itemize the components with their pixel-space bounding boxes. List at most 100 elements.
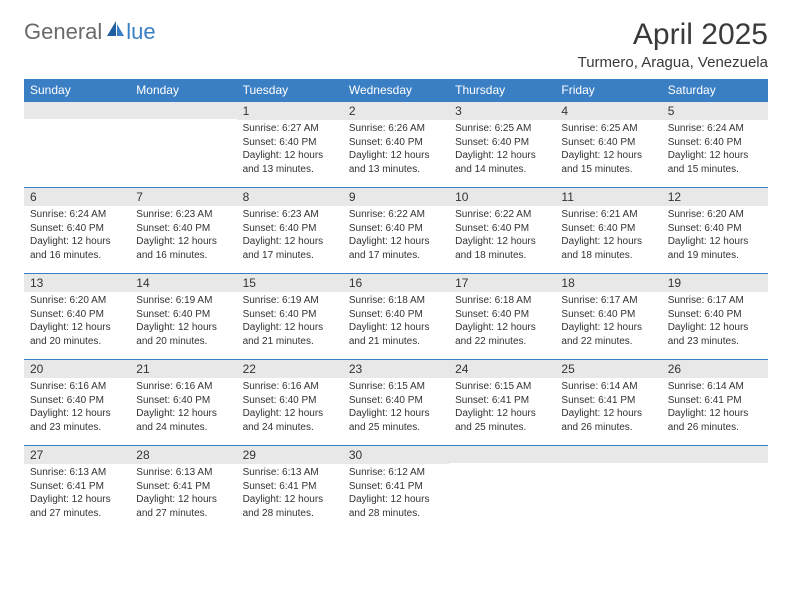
day-number: 23 xyxy=(343,359,449,378)
day-content: Sunrise: 6:19 AMSunset: 6:40 PMDaylight:… xyxy=(237,292,343,352)
calendar-cell: 27Sunrise: 6:13 AMSunset: 6:41 PMDayligh… xyxy=(24,445,130,531)
day-content: Sunrise: 6:18 AMSunset: 6:40 PMDaylight:… xyxy=(343,292,449,352)
logo: General lue xyxy=(24,18,156,45)
sail-icon xyxy=(104,18,126,45)
header: General lue April 2025 Turmero, Aragua, … xyxy=(24,18,768,71)
day-content: Sunrise: 6:20 AMSunset: 6:40 PMDaylight:… xyxy=(24,292,130,352)
calendar-cell: 12Sunrise: 6:20 AMSunset: 6:40 PMDayligh… xyxy=(662,187,768,273)
day-content: Sunrise: 6:23 AMSunset: 6:40 PMDaylight:… xyxy=(130,206,236,266)
empty-day xyxy=(555,445,661,463)
calendar-cell: 29Sunrise: 6:13 AMSunset: 6:41 PMDayligh… xyxy=(237,445,343,531)
calendar-cell: 28Sunrise: 6:13 AMSunset: 6:41 PMDayligh… xyxy=(130,445,236,531)
day-number: 28 xyxy=(130,445,236,464)
day-content: Sunrise: 6:18 AMSunset: 6:40 PMDaylight:… xyxy=(449,292,555,352)
calendar-cell: 11Sunrise: 6:21 AMSunset: 6:40 PMDayligh… xyxy=(555,187,661,273)
day-content: Sunrise: 6:16 AMSunset: 6:40 PMDaylight:… xyxy=(237,378,343,438)
day-number: 25 xyxy=(555,359,661,378)
weekday-header: Saturday xyxy=(662,79,768,101)
weekday-header: Sunday xyxy=(24,79,130,101)
calendar-cell: 17Sunrise: 6:18 AMSunset: 6:40 PMDayligh… xyxy=(449,273,555,359)
day-number: 18 xyxy=(555,273,661,292)
calendar-cell: 18Sunrise: 6:17 AMSunset: 6:40 PMDayligh… xyxy=(555,273,661,359)
calendar-cell: 6Sunrise: 6:24 AMSunset: 6:40 PMDaylight… xyxy=(24,187,130,273)
calendar-cell: 30Sunrise: 6:12 AMSunset: 6:41 PMDayligh… xyxy=(343,445,449,531)
calendar-cell: 9Sunrise: 6:22 AMSunset: 6:40 PMDaylight… xyxy=(343,187,449,273)
calendar-cell: 20Sunrise: 6:16 AMSunset: 6:40 PMDayligh… xyxy=(24,359,130,445)
empty-day xyxy=(24,101,130,119)
empty-day xyxy=(130,101,236,119)
day-number: 8 xyxy=(237,187,343,206)
day-number: 30 xyxy=(343,445,449,464)
day-content: Sunrise: 6:21 AMSunset: 6:40 PMDaylight:… xyxy=(555,206,661,266)
calendar-cell: 25Sunrise: 6:14 AMSunset: 6:41 PMDayligh… xyxy=(555,359,661,445)
day-number: 5 xyxy=(662,101,768,120)
calendar-body: 1Sunrise: 6:27 AMSunset: 6:40 PMDaylight… xyxy=(24,101,768,531)
day-content: Sunrise: 6:13 AMSunset: 6:41 PMDaylight:… xyxy=(24,464,130,524)
calendar-cell: 2Sunrise: 6:26 AMSunset: 6:40 PMDaylight… xyxy=(343,101,449,187)
day-content: Sunrise: 6:27 AMSunset: 6:40 PMDaylight:… xyxy=(237,120,343,180)
day-content: Sunrise: 6:13 AMSunset: 6:41 PMDaylight:… xyxy=(130,464,236,524)
day-number: 24 xyxy=(449,359,555,378)
day-number: 21 xyxy=(130,359,236,378)
calendar-cell: 16Sunrise: 6:18 AMSunset: 6:40 PMDayligh… xyxy=(343,273,449,359)
empty-day xyxy=(449,445,555,463)
weekday-header: Thursday xyxy=(449,79,555,101)
day-number: 16 xyxy=(343,273,449,292)
calendar-cell: 15Sunrise: 6:19 AMSunset: 6:40 PMDayligh… xyxy=(237,273,343,359)
title-block: April 2025 Turmero, Aragua, Venezuela xyxy=(578,18,768,71)
day-content: Sunrise: 6:14 AMSunset: 6:41 PMDaylight:… xyxy=(555,378,661,438)
day-content: Sunrise: 6:15 AMSunset: 6:40 PMDaylight:… xyxy=(343,378,449,438)
day-number: 9 xyxy=(343,187,449,206)
calendar-table: SundayMondayTuesdayWednesdayThursdayFrid… xyxy=(24,79,768,531)
month-title: April 2025 xyxy=(578,18,768,52)
calendar-cell: 22Sunrise: 6:16 AMSunset: 6:40 PMDayligh… xyxy=(237,359,343,445)
day-number: 7 xyxy=(130,187,236,206)
day-number: 4 xyxy=(555,101,661,120)
logo-text-general: General xyxy=(24,19,102,45)
day-content: Sunrise: 6:24 AMSunset: 6:40 PMDaylight:… xyxy=(24,206,130,266)
calendar-cell: 7Sunrise: 6:23 AMSunset: 6:40 PMDaylight… xyxy=(130,187,236,273)
calendar-cell: 13Sunrise: 6:20 AMSunset: 6:40 PMDayligh… xyxy=(24,273,130,359)
day-number: 11 xyxy=(555,187,661,206)
day-number: 19 xyxy=(662,273,768,292)
calendar-cell: 21Sunrise: 6:16 AMSunset: 6:40 PMDayligh… xyxy=(130,359,236,445)
day-number: 17 xyxy=(449,273,555,292)
day-number: 20 xyxy=(24,359,130,378)
weekday-header: Friday xyxy=(555,79,661,101)
day-content: Sunrise: 6:16 AMSunset: 6:40 PMDaylight:… xyxy=(130,378,236,438)
calendar-cell xyxy=(449,445,555,531)
day-content: Sunrise: 6:25 AMSunset: 6:40 PMDaylight:… xyxy=(555,120,661,180)
day-number: 29 xyxy=(237,445,343,464)
day-content: Sunrise: 6:24 AMSunset: 6:40 PMDaylight:… xyxy=(662,120,768,180)
day-number: 22 xyxy=(237,359,343,378)
calendar-cell xyxy=(662,445,768,531)
day-content: Sunrise: 6:23 AMSunset: 6:40 PMDaylight:… xyxy=(237,206,343,266)
day-number: 10 xyxy=(449,187,555,206)
day-number: 1 xyxy=(237,101,343,120)
calendar-cell: 23Sunrise: 6:15 AMSunset: 6:40 PMDayligh… xyxy=(343,359,449,445)
day-content: Sunrise: 6:14 AMSunset: 6:41 PMDaylight:… xyxy=(662,378,768,438)
day-number: 27 xyxy=(24,445,130,464)
logo-text-blue: lue xyxy=(126,19,155,45)
calendar-cell xyxy=(24,101,130,187)
calendar-cell: 1Sunrise: 6:27 AMSunset: 6:40 PMDaylight… xyxy=(237,101,343,187)
day-number: 26 xyxy=(662,359,768,378)
calendar-cell: 5Sunrise: 6:24 AMSunset: 6:40 PMDaylight… xyxy=(662,101,768,187)
calendar-cell: 26Sunrise: 6:14 AMSunset: 6:41 PMDayligh… xyxy=(662,359,768,445)
day-content: Sunrise: 6:15 AMSunset: 6:41 PMDaylight:… xyxy=(449,378,555,438)
day-number: 3 xyxy=(449,101,555,120)
day-content: Sunrise: 6:26 AMSunset: 6:40 PMDaylight:… xyxy=(343,120,449,180)
day-content: Sunrise: 6:22 AMSunset: 6:40 PMDaylight:… xyxy=(343,206,449,266)
empty-day xyxy=(662,445,768,463)
day-number: 14 xyxy=(130,273,236,292)
day-content: Sunrise: 6:12 AMSunset: 6:41 PMDaylight:… xyxy=(343,464,449,524)
day-content: Sunrise: 6:17 AMSunset: 6:40 PMDaylight:… xyxy=(555,292,661,352)
day-content: Sunrise: 6:13 AMSunset: 6:41 PMDaylight:… xyxy=(237,464,343,524)
day-content: Sunrise: 6:16 AMSunset: 6:40 PMDaylight:… xyxy=(24,378,130,438)
weekday-header: Tuesday xyxy=(237,79,343,101)
calendar-cell: 24Sunrise: 6:15 AMSunset: 6:41 PMDayligh… xyxy=(449,359,555,445)
calendar-cell: 4Sunrise: 6:25 AMSunset: 6:40 PMDaylight… xyxy=(555,101,661,187)
location: Turmero, Aragua, Venezuela xyxy=(578,54,768,71)
calendar-header-row: SundayMondayTuesdayWednesdayThursdayFrid… xyxy=(24,79,768,101)
day-content: Sunrise: 6:25 AMSunset: 6:40 PMDaylight:… xyxy=(449,120,555,180)
